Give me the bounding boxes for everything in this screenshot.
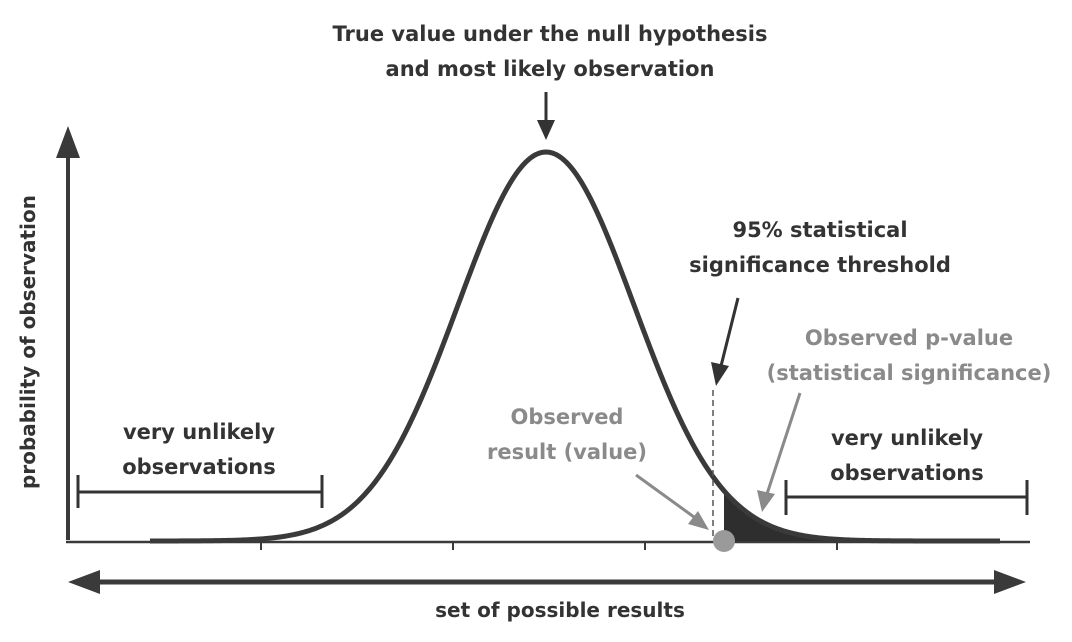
right-unlikely-bracket <box>784 480 1029 515</box>
observed-result-dot <box>713 530 735 552</box>
left-unlikely-label-line1: very unlikely <box>123 420 275 444</box>
p-value-label-line2: (statistical significance) <box>767 361 1052 385</box>
right-arrowhead-icon <box>994 570 1026 594</box>
p-value-tail-area <box>724 490 860 541</box>
left-arrowhead-icon <box>68 570 100 594</box>
p-value-arrow <box>757 392 802 512</box>
p-value-label-line1: Observed p-value <box>805 326 1013 350</box>
observed-result-arrow <box>635 473 709 530</box>
null-hypothesis-label-line2: and most likely observation <box>386 57 715 81</box>
bell-curve <box>149 149 1001 544</box>
x-axis-label: set of possible results <box>435 598 685 622</box>
y-axis-arrowhead-icon <box>56 126 80 158</box>
threshold-label-line1: 95% statistical <box>732 218 907 242</box>
left-unlikely-label-line2: observations <box>122 455 276 479</box>
threshold-label-line2: significance threshold <box>689 253 951 277</box>
observed-result-label-line2: result (value) <box>487 440 647 464</box>
null-hypothesis-label-line1: True value under the null hypothesis <box>333 22 768 46</box>
results-range-arrow <box>68 570 1026 594</box>
threshold-arrow <box>711 297 740 386</box>
observed-result-label-line1: Observed <box>511 405 624 429</box>
left-unlikely-bracket <box>76 475 324 508</box>
y-axis <box>56 126 80 540</box>
y-axis-label: probability of observation <box>16 195 40 489</box>
right-unlikely-label-line2: observations <box>830 461 984 485</box>
right-unlikely-label-line1: very unlikely <box>831 426 983 450</box>
null-hypothesis-arrow <box>537 92 555 140</box>
